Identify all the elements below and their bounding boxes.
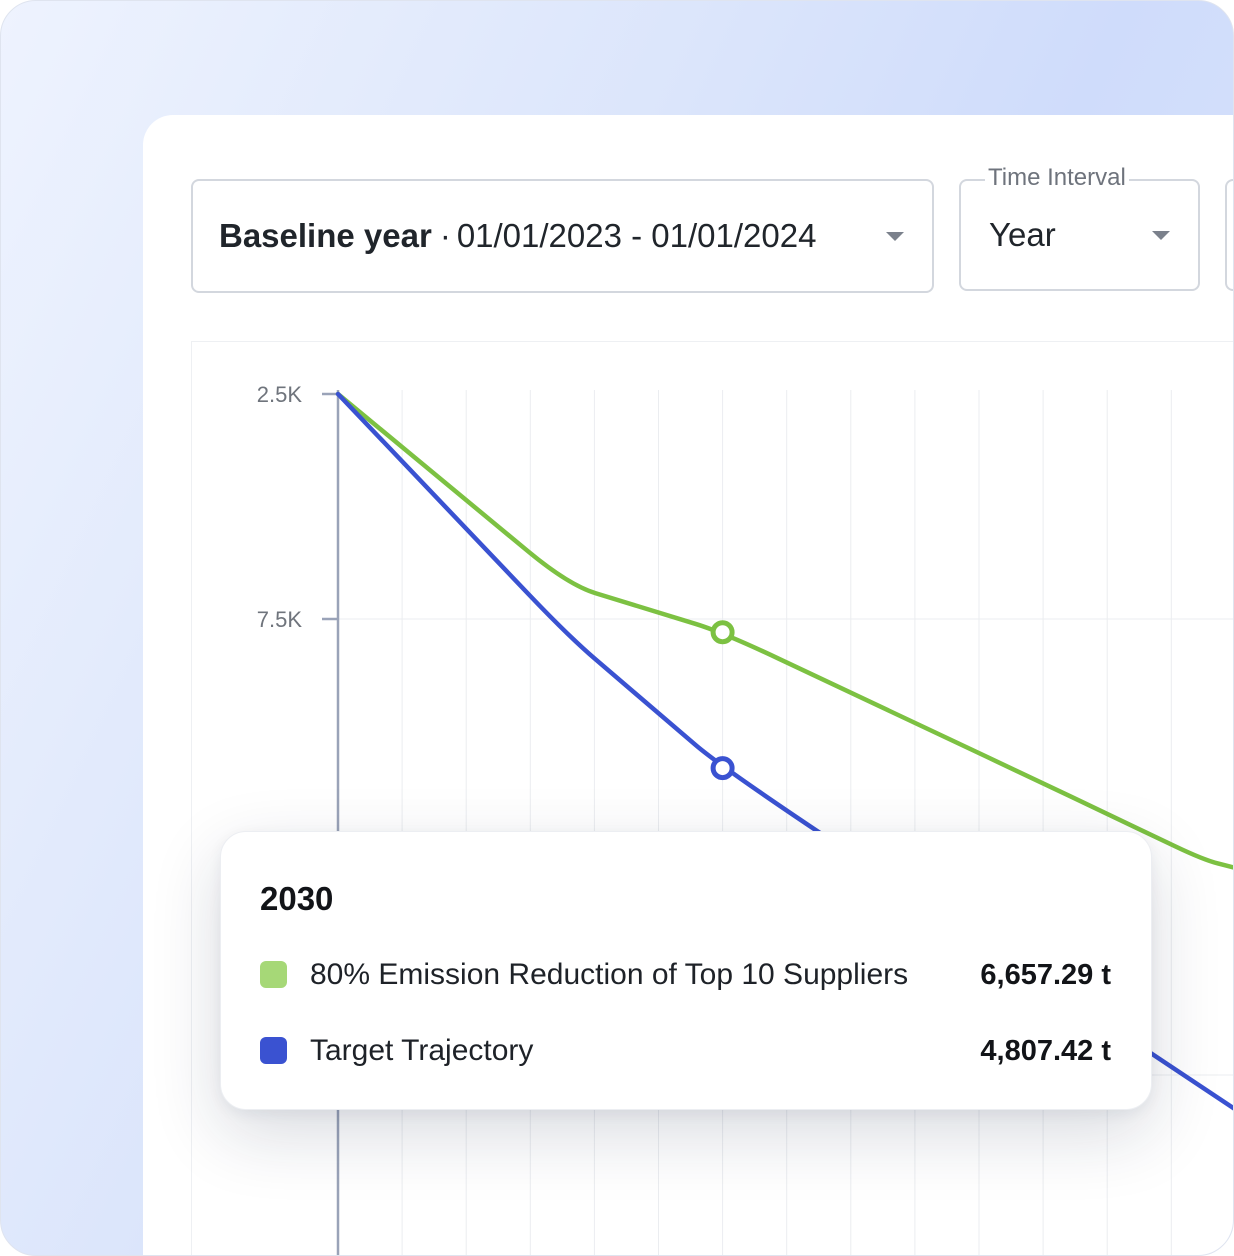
series-line-1 — [335, 391, 1233, 1111]
chart-tooltip: 2030 80% Emission Reduction of Top 10 Su… — [220, 831, 1152, 1110]
additional-filter-select[interactable] — [1225, 179, 1233, 291]
legend-swatch-suppliers — [260, 961, 287, 988]
baseline-year-select[interactable]: Baseline year · 01/01/2023 - 01/01/2024 — [191, 179, 934, 293]
y-tick-label: 2.5K — [257, 382, 303, 407]
time-interval-value: Year — [989, 216, 1056, 253]
chevron-down-icon — [886, 232, 904, 241]
baseline-year-label: Baseline year — [219, 217, 432, 254]
tooltip-series-value: 4,807.42 t — [980, 1035, 1111, 1067]
series-line-0 — [335, 391, 1233, 870]
baseline-separator: · — [439, 217, 451, 254]
tooltip-series-value: 6,657.29 t — [980, 959, 1111, 991]
legend-swatch-target — [260, 1037, 287, 1064]
tooltip-title: 2030 — [260, 880, 334, 917]
data-point-marker — [710, 620, 735, 645]
time-interval-select[interactable]: Year — [959, 179, 1200, 291]
tooltip-row: 80% Emission Reduction of Top 10 Supplie… — [260, 956, 1111, 996]
y-tick-label: 7.5K — [257, 607, 303, 632]
data-point-marker — [710, 756, 735, 781]
tooltip-series-label: Target Trajectory — [310, 1034, 534, 1067]
tooltip-series-label: 80% Emission Reduction of Top 10 Supplie… — [310, 958, 909, 991]
line-chart: 2.5K 7.5K — [257, 382, 1233, 1255]
baseline-date-range: 01/01/2023 - 01/01/2024 — [456, 217, 817, 254]
chevron-down-icon — [1152, 231, 1170, 240]
tooltip-row: Target Trajectory 4,807.42 t — [260, 1032, 1111, 1072]
time-interval-label: Time Interval — [985, 164, 1129, 192]
baseline-year-value: Baseline year · 01/01/2023 - 01/01/2024 — [219, 181, 816, 291]
chart-area: 2.5K 7.5K — [191, 341, 1233, 1255]
